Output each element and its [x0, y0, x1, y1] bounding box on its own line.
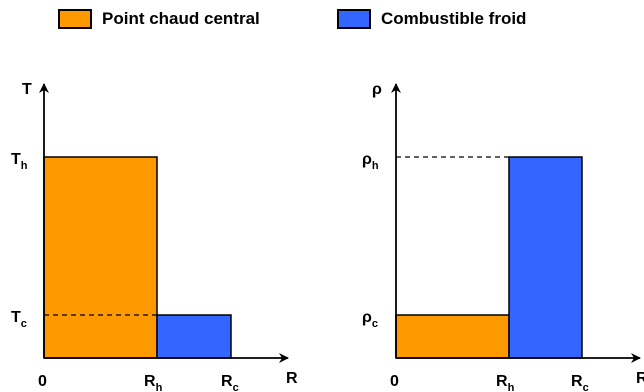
temperature-plot: T R Th Tc 0 Rh Rc [11, 81, 298, 392]
x-tick-zero-right: 0 [390, 373, 399, 390]
x-tick-rh-right: Rh [496, 373, 515, 392]
x-axis-label-radius-right: R [636, 370, 644, 387]
x-tick-rc-right: Rc [571, 373, 589, 392]
hot-spot-temperature-block [43, 156, 158, 359]
x-tick-zero: 0 [38, 373, 47, 390]
cold-fuel-temperature-block [156, 314, 232, 359]
legend-item-cold-fuel: Combustible froid [337, 6, 526, 32]
cold-fuel-density-block [508, 156, 583, 359]
y-axis-label-density: ρ [372, 81, 382, 98]
x-tick-rh: Rh [144, 373, 163, 392]
legend-label-cold: Combustible froid [381, 9, 527, 28]
y-tick-tc: Tc [11, 309, 27, 330]
legend-swatch-hot [58, 9, 92, 29]
y-tick-rho-c: ρc [362, 309, 378, 330]
x-axis-label-radius: R [286, 370, 298, 387]
legend-item-hot-spot: Point chaud central [58, 6, 260, 32]
y-tick-th: Th [11, 151, 28, 172]
legend-label-hot: Point chaud central [102, 9, 260, 28]
density-plot: ρ R ρh ρc 0 Rh Rc [362, 81, 644, 392]
legend-swatch-cold [337, 9, 371, 29]
y-axis-label-temperature: T [22, 81, 32, 98]
legend: Point chaud central Combustible froid [0, 6, 644, 32]
hot-spot-density-block [395, 314, 510, 359]
y-tick-rho-h: ρh [362, 151, 379, 172]
x-tick-rc: Rc [221, 373, 239, 392]
